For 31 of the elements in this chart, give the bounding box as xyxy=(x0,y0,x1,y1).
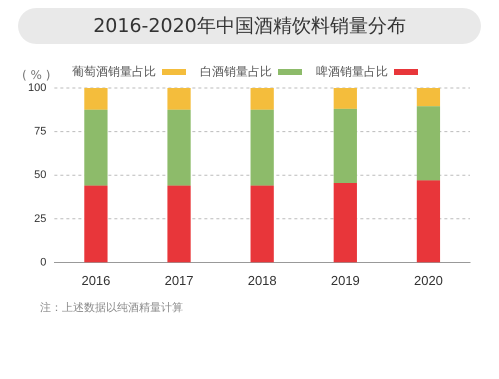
bar xyxy=(250,88,274,110)
y-tick-label: 25 xyxy=(34,212,46,225)
bar xyxy=(167,88,191,110)
bar xyxy=(416,106,440,180)
bar xyxy=(334,108,357,184)
bar xyxy=(334,88,357,109)
bar xyxy=(84,88,108,110)
legend-label: 白酒销量占比 xyxy=(200,64,272,78)
bar xyxy=(250,186,274,262)
x-tick-label: 2016 xyxy=(81,272,110,288)
legend-label: 葡萄酒销量占比 xyxy=(72,64,156,78)
bar xyxy=(84,110,108,186)
x-tick-label: 2019 xyxy=(330,272,360,288)
bar xyxy=(84,186,108,262)
x-tick-label: 2020 xyxy=(414,272,443,288)
y-tick-label: 50 xyxy=(34,169,46,182)
bar xyxy=(167,110,191,186)
legend-label: 啤酒销量占比 xyxy=(316,64,388,78)
x-tick-label: 2017 xyxy=(164,272,194,288)
y-tick-label: 0 xyxy=(40,256,46,268)
text: 注：上述数据以纯酒精量计算 xyxy=(40,300,183,315)
chart-title: 2016-2020年中国酒精饮料销量分布 xyxy=(18,8,481,44)
y-axis-title: ( % ) xyxy=(22,68,50,82)
y-tick-label: 100 xyxy=(28,82,46,94)
bar xyxy=(416,88,440,106)
bar xyxy=(334,183,357,262)
bar xyxy=(250,110,274,186)
x-tick-label: 2018 xyxy=(248,272,277,288)
bar xyxy=(416,180,440,262)
bar xyxy=(167,186,191,262)
y-tick-label: 75 xyxy=(34,126,46,138)
